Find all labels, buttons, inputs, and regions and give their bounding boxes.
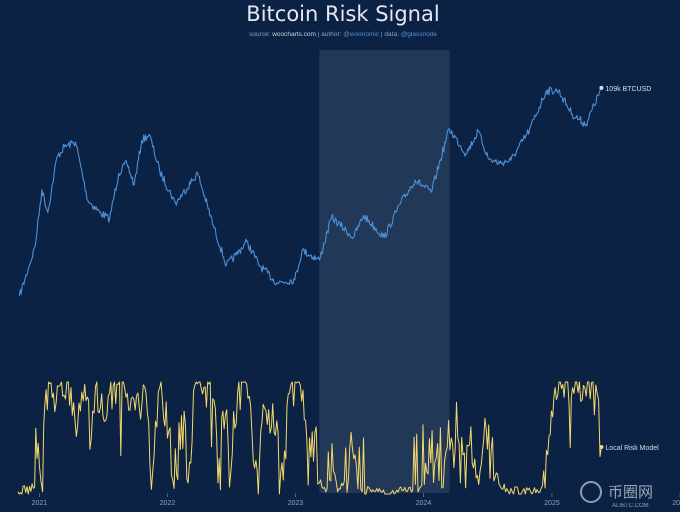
risk-model-series-label: Local Risk Model	[605, 445, 659, 452]
watermark-text: 币圈网	[608, 483, 653, 501]
watermark: 币圈网 ALIBTC.COM	[580, 481, 653, 509]
x-tick-label: 2022	[160, 500, 176, 507]
x-tick-label: 2021	[32, 500, 48, 507]
chart-subtitle: source: woocharts.com | author: @woonomi…	[249, 31, 437, 38]
x-tick-label: 2023	[288, 500, 304, 507]
btcusd-price-line	[18, 86, 602, 297]
x-axis: 2021 2022 2023 2024 2025 2026	[32, 493, 680, 507]
risk-model-line	[17, 381, 602, 495]
x-tick-label: 2025	[544, 500, 560, 507]
chart-title: Bitcoin Risk Signal	[246, 2, 439, 26]
watermark-logo-icon	[580, 481, 602, 503]
watermark-subtext: ALIBTC.COM	[612, 503, 649, 509]
btcusd-end-marker	[599, 85, 604, 90]
risk-model-end-marker	[599, 444, 604, 449]
btcusd-series-label: 109k BTCUSD	[605, 86, 651, 93]
highlight-band	[319, 50, 450, 493]
x-tick-label: 2024	[416, 500, 432, 507]
x-tick-label: 2026	[672, 500, 680, 507]
